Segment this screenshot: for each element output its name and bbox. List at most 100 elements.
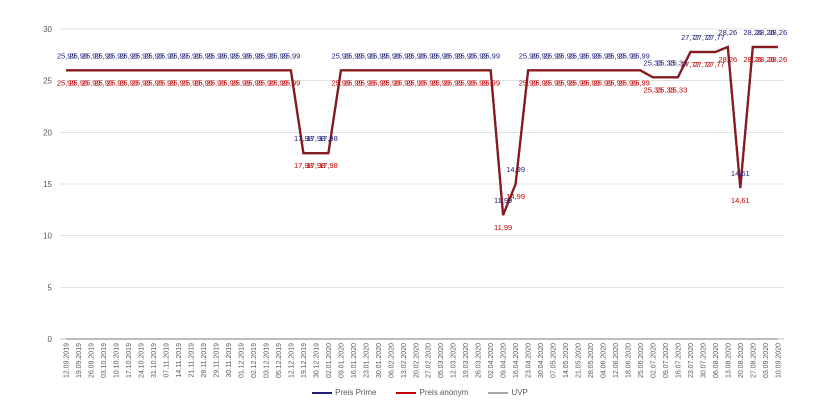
data-label: 25,99	[344, 78, 363, 87]
x-tick-label: 03.12.2019	[263, 343, 270, 378]
data-label: 25,99	[169, 51, 188, 60]
data-label: 11,99	[494, 223, 512, 232]
y-tick-label: 30	[43, 25, 52, 34]
x-tick-label: 06.02.2020	[388, 343, 395, 378]
data-label: 25,99	[369, 51, 388, 60]
x-tick-label: 30.07.2020	[700, 343, 707, 378]
data-label: 25,99	[381, 51, 400, 60]
data-label: 25,99	[269, 78, 288, 87]
data-label: 25,99	[331, 51, 350, 60]
data-label: 25,99	[94, 78, 113, 87]
x-tick-label: 10.10.2019	[114, 343, 121, 378]
data-label: 25,99	[419, 78, 438, 87]
data-label: 11,99	[494, 196, 512, 205]
y-tick-label: 10	[43, 232, 52, 241]
x-tick-label: 05.03.2020	[438, 343, 445, 378]
data-label: 25,99	[282, 51, 301, 60]
data-label: 27,77	[693, 60, 712, 69]
data-label: 17,98	[319, 161, 338, 170]
data-label: 25,99	[57, 51, 76, 60]
x-tick-label: 30.11.2019	[226, 343, 233, 378]
data-label: 25,99	[519, 78, 538, 87]
data-label: 25,99	[544, 78, 563, 87]
y-tick-label: 15	[43, 180, 52, 189]
legend-swatch-preis-anonym	[396, 391, 417, 394]
data-label: 17,98	[294, 134, 313, 143]
data-label: 25,99	[107, 78, 126, 87]
x-tick-label: 02.12.2019	[251, 343, 258, 378]
x-tick-label: 12.12.2019	[288, 343, 295, 378]
data-label: 25,99	[157, 51, 176, 60]
series-line-preis-anonym	[66, 45, 778, 216]
data-label: 25,99	[69, 51, 88, 60]
legend-swatch-preis-prime	[312, 391, 333, 394]
x-tick-label: 09.07.2020	[663, 343, 670, 378]
data-label: 25,99	[569, 78, 588, 87]
data-label: 28,26	[756, 55, 775, 64]
data-label: 25,99	[194, 51, 213, 60]
data-label: 25,33	[644, 85, 663, 94]
x-tick-label: 16.01.2020	[351, 343, 358, 378]
data-label: 25,99	[469, 51, 488, 60]
data-label: 25,99	[481, 51, 500, 60]
data-label: 25,99	[356, 78, 375, 87]
x-tick-label: 30.04.2020	[538, 343, 545, 378]
data-label: 25,33	[656, 85, 675, 94]
data-label: 25,99	[219, 51, 238, 60]
data-label: 25,99	[119, 78, 138, 87]
series-line-preis-prime	[66, 45, 778, 216]
data-label: 25,99	[519, 51, 538, 60]
x-axis: 12.09.2019 19.09.2019 26.09.2019 03.10.2019…	[60, 338, 784, 378]
x-tick-label: 16.04.2020	[513, 343, 520, 378]
data-label: 14,61	[731, 196, 750, 205]
data-label: 25,99	[594, 51, 613, 60]
data-label: 25,99	[331, 78, 350, 87]
series-lines	[66, 45, 778, 340]
data-label: 25,99	[569, 51, 588, 60]
legend-label: Preis anonym	[419, 388, 469, 397]
data-label: 17,98	[294, 161, 313, 170]
data-label: 25,99	[444, 78, 463, 87]
data-label: 25,99	[182, 51, 201, 60]
data-label: 25,99	[606, 78, 625, 87]
data-label: 14,99	[506, 192, 525, 201]
data-label: 25,99	[394, 78, 413, 87]
data-label: 25,99	[456, 78, 475, 87]
legend-item-uvp[interactable]: UVP	[488, 388, 528, 397]
data-label: 25,99	[232, 78, 251, 87]
legend-label: UVP	[511, 388, 528, 397]
legend-item-preis-prime[interactable]: Preis Prime	[312, 388, 376, 397]
data-label: 25,33	[669, 85, 688, 94]
data-label: 25,99	[232, 51, 251, 60]
data-label: 25,33	[656, 58, 675, 67]
x-tick-label: 05.12.2019	[276, 343, 283, 378]
data-label: 25,99	[631, 51, 650, 60]
x-tick-label: 16.07.2020	[675, 343, 682, 378]
x-tick-label: 19.12.2019	[301, 343, 308, 378]
x-tick-label: 29.11.2019	[214, 343, 221, 378]
x-tick-label: 14.05.2020	[563, 343, 570, 378]
x-tick-label: 24.10.2019	[139, 343, 146, 378]
data-label: 25,99	[619, 51, 638, 60]
x-tick-label: 09.01.2020	[338, 343, 345, 378]
data-label: 25,99	[606, 51, 625, 60]
data-label: 28,26	[718, 28, 737, 37]
data-label: 27,77	[681, 60, 700, 69]
data-label: 25,99	[631, 78, 650, 87]
data-label: 25,99	[394, 51, 413, 60]
data-label: 25,99	[419, 51, 438, 60]
data-label: 25,99	[132, 78, 151, 87]
data-label: 25,99	[594, 78, 613, 87]
data-label: 25,99	[169, 78, 188, 87]
x-tick-label: 28.05.2020	[588, 343, 595, 378]
y-tick-label: 5	[48, 283, 53, 292]
data-label: 25,99	[556, 51, 575, 60]
data-label: 25,99	[119, 51, 138, 60]
x-tick-label: 02.01.2020	[326, 343, 333, 378]
x-tick-label: 13.02.2020	[401, 343, 408, 378]
data-label: 25,99	[531, 78, 550, 87]
data-label: 25,99	[182, 78, 201, 87]
legend-item-preis-anonym[interactable]: Preis anonym	[396, 388, 468, 397]
data-label: 28,26	[718, 55, 737, 64]
data-label: 25,99	[369, 78, 388, 87]
